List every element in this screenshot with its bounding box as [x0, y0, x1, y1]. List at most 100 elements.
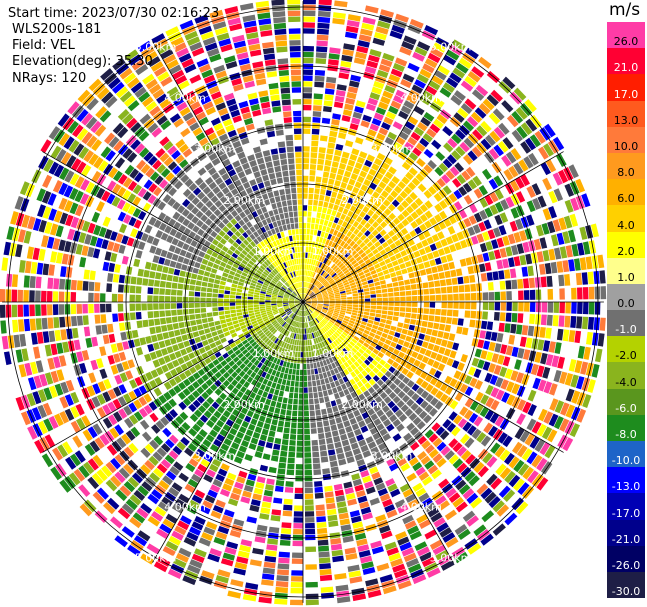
- velocity-gate: [479, 197, 489, 208]
- velocity-gate: [202, 439, 212, 448]
- velocity-gate: [303, 158, 310, 164]
- velocity-gate: [147, 155, 158, 166]
- velocity-gate: [76, 280, 83, 291]
- velocity-gate: [326, 345, 331, 352]
- velocity-gate: [368, 386, 375, 394]
- velocity-gate: [198, 347, 206, 354]
- velocity-gate: [571, 243, 579, 257]
- velocity-gate: [326, 148, 334, 155]
- velocity-gate: [348, 178, 356, 186]
- velocity-gate: [480, 138, 492, 150]
- velocity-gate: [19, 260, 26, 273]
- velocity-gate: [329, 172, 336, 180]
- velocity-gate: [340, 356, 346, 363]
- velocity-gate: [211, 331, 218, 337]
- velocity-gate: [374, 557, 388, 566]
- velocity-gate: [153, 310, 160, 318]
- velocity-gate: [384, 136, 395, 146]
- velocity-gate: [382, 405, 390, 413]
- velocity-gate: [303, 140, 310, 146]
- velocity-gate: [282, 433, 290, 440]
- velocity-gate: [371, 86, 383, 95]
- velocity-gate: [326, 76, 337, 84]
- velocity-gate: [257, 320, 264, 325]
- velocity-gate: [379, 280, 386, 285]
- velocity-gate: [247, 302, 253, 305]
- velocity-gate: [119, 421, 129, 432]
- velocity-gate: [251, 350, 258, 357]
- velocity-gate: [65, 379, 75, 392]
- velocity-gate: [61, 253, 69, 265]
- velocity-gate: [531, 454, 543, 468]
- velocity-gate: [274, 389, 280, 396]
- velocity-gate: [241, 259, 248, 265]
- velocity-gate: [198, 269, 205, 276]
- velocity-gate: [220, 261, 227, 268]
- velocity-gate: [328, 307, 335, 310]
- velocity-gate: [147, 194, 157, 204]
- velocity-gate: [364, 481, 374, 489]
- velocity-gate: [290, 320, 294, 326]
- velocity-gate: [330, 400, 337, 407]
- velocity-gate: [249, 559, 262, 567]
- velocity-gate: [309, 265, 313, 271]
- velocity-gate: [454, 524, 468, 536]
- velocity-gate: [299, 387, 303, 393]
- velocity-gate: [118, 351, 127, 362]
- velocity-gate: [370, 309, 376, 313]
- velocity-gate: [552, 172, 563, 186]
- velocity-gate: [105, 366, 113, 377]
- velocity-gate: [284, 307, 290, 311]
- velocity-gate: [163, 355, 171, 363]
- velocity-gate: [256, 524, 268, 532]
- velocity-gate: [203, 253, 211, 260]
- velocity-gate: [297, 304, 302, 309]
- velocity-gate: [122, 177, 133, 188]
- velocity-gate: [464, 284, 471, 292]
- velocity-gate: [233, 276, 240, 281]
- velocity-gate: [269, 326, 275, 332]
- velocity-gate: [260, 507, 271, 515]
- velocity-gate: [313, 311, 318, 317]
- velocity-gate: [339, 371, 346, 378]
- velocity-gate: [81, 350, 90, 361]
- velocity-gate: [416, 73, 429, 84]
- velocity-gate: [380, 447, 390, 456]
- velocity-gate: [367, 252, 374, 258]
- velocity-gate: [282, 510, 292, 517]
- velocity-gate: [275, 352, 281, 359]
- velocity-gate: [288, 299, 295, 302]
- velocity-gate: [376, 305, 382, 310]
- velocity-gate: [359, 170, 368, 178]
- velocity-gate: [458, 484, 471, 495]
- velocity-gate: [303, 22, 315, 28]
- velocity-gate: [213, 410, 222, 419]
- velocity-gate: [570, 374, 579, 388]
- velocity-gate: [224, 396, 232, 405]
- velocity-gate: [416, 514, 429, 524]
- velocity-gate: [304, 434, 311, 441]
- velocity-gate: [420, 116, 431, 127]
- velocity-gate: [311, 285, 316, 291]
- velocity-gate: [469, 519, 483, 532]
- velocity-gate: [352, 293, 359, 297]
- velocity-gate: [94, 282, 101, 292]
- velocity-gate: [376, 363, 383, 370]
- velocity-gate: [196, 377, 205, 386]
- velocity-gate: [418, 263, 425, 270]
- velocity-gate: [127, 359, 135, 369]
- velocity-gate: [313, 332, 317, 338]
- velocity-gate: [76, 128, 89, 141]
- velocity-gate: [305, 299, 311, 302]
- velocity-gate: [201, 318, 208, 324]
- velocity-gate: [292, 552, 303, 559]
- velocity-gate: [289, 299, 295, 301]
- velocity-gate: [446, 422, 457, 433]
- velocity-gate: [240, 407, 249, 415]
- velocity-gate: [383, 233, 391, 241]
- velocity-gate: [135, 303, 141, 311]
- velocity-gate: [272, 290, 279, 294]
- velocity-gate: [248, 310, 254, 314]
- velocity-gate: [531, 183, 542, 196]
- velocity-gate: [332, 18, 345, 25]
